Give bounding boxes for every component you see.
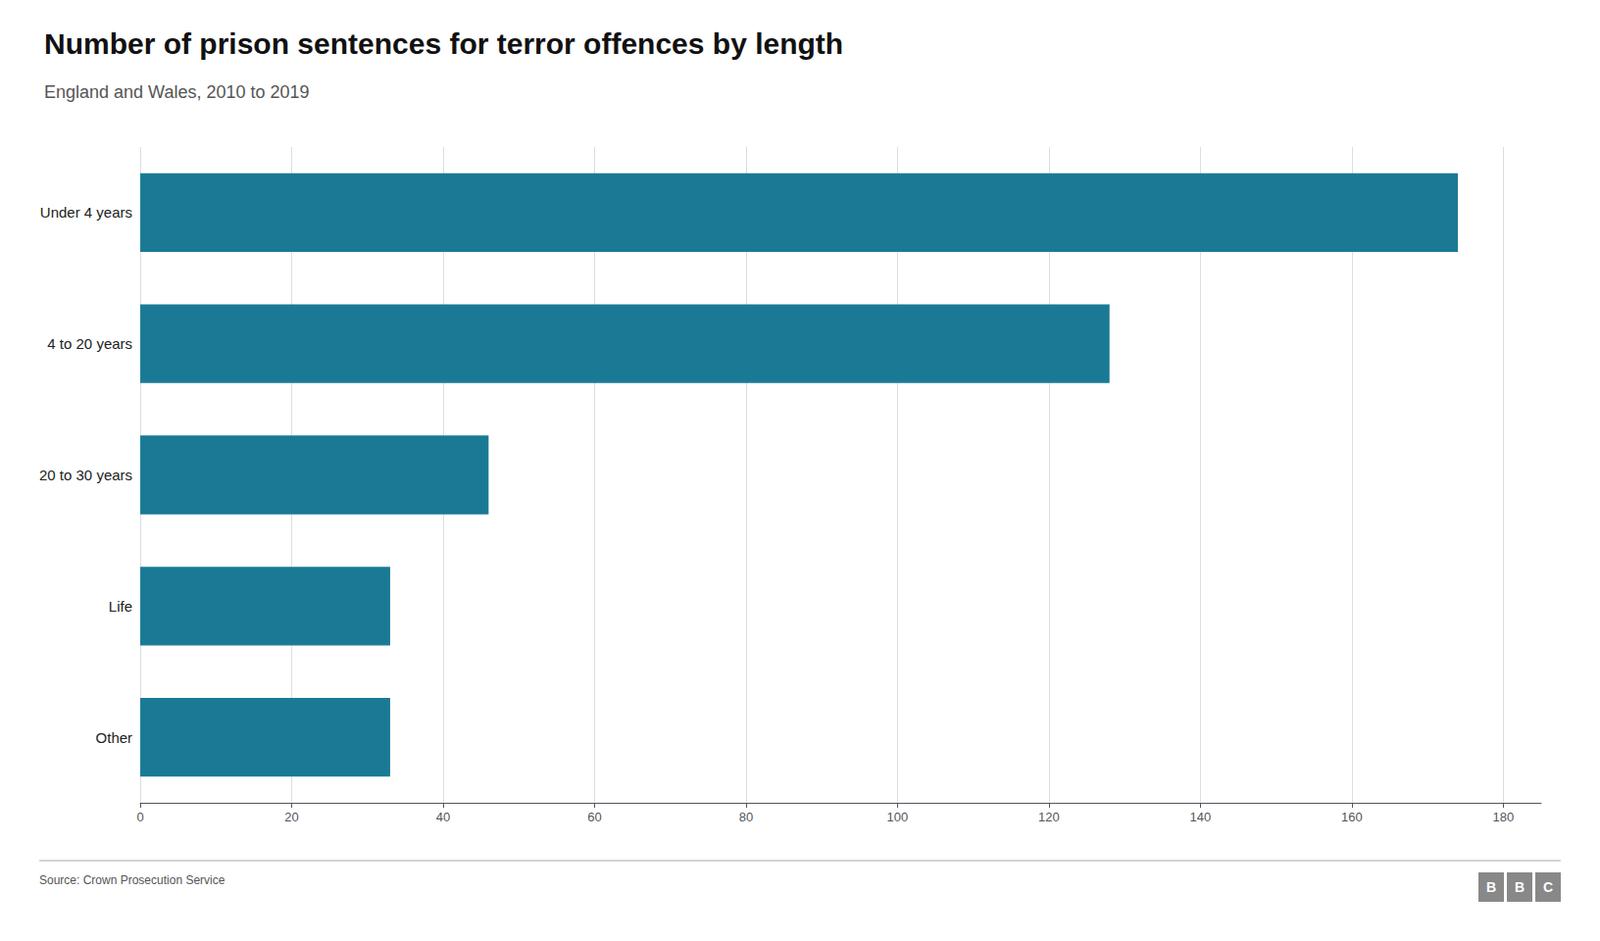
svg-text:Under 4 years: Under 4 years [40,203,133,221]
svg-text:Life: Life [108,598,133,615]
svg-text:60: 60 [587,809,601,825]
svg-text:4 to 20 years: 4 to 20 years [47,335,133,352]
svg-text:Source: Crown Prosecution Serv: Source: Crown Prosecution Service [39,873,226,888]
svg-text:B: B [1486,879,1497,896]
svg-text:C: C [1543,879,1553,896]
svg-text:140: 140 [1190,809,1212,825]
svg-text:England and Wales, 2010 to 201: England and Wales, 2010 to 2019 [44,82,310,102]
svg-text:180: 180 [1493,809,1515,825]
svg-text:Number of prison sentences for: Number of prison sentences for terror of… [44,27,844,60]
svg-text:80: 80 [739,809,753,825]
svg-text:0: 0 [136,809,144,825]
svg-text:Other: Other [96,729,134,747]
svg-text:100: 100 [887,809,909,825]
svg-text:20: 20 [284,809,299,825]
svg-text:160: 160 [1341,809,1363,825]
svg-text:20 to 30 years: 20 to 30 years [39,466,133,484]
svg-text:40: 40 [436,809,450,825]
svg-text:120: 120 [1038,809,1060,825]
svg-text:B: B [1514,879,1525,896]
